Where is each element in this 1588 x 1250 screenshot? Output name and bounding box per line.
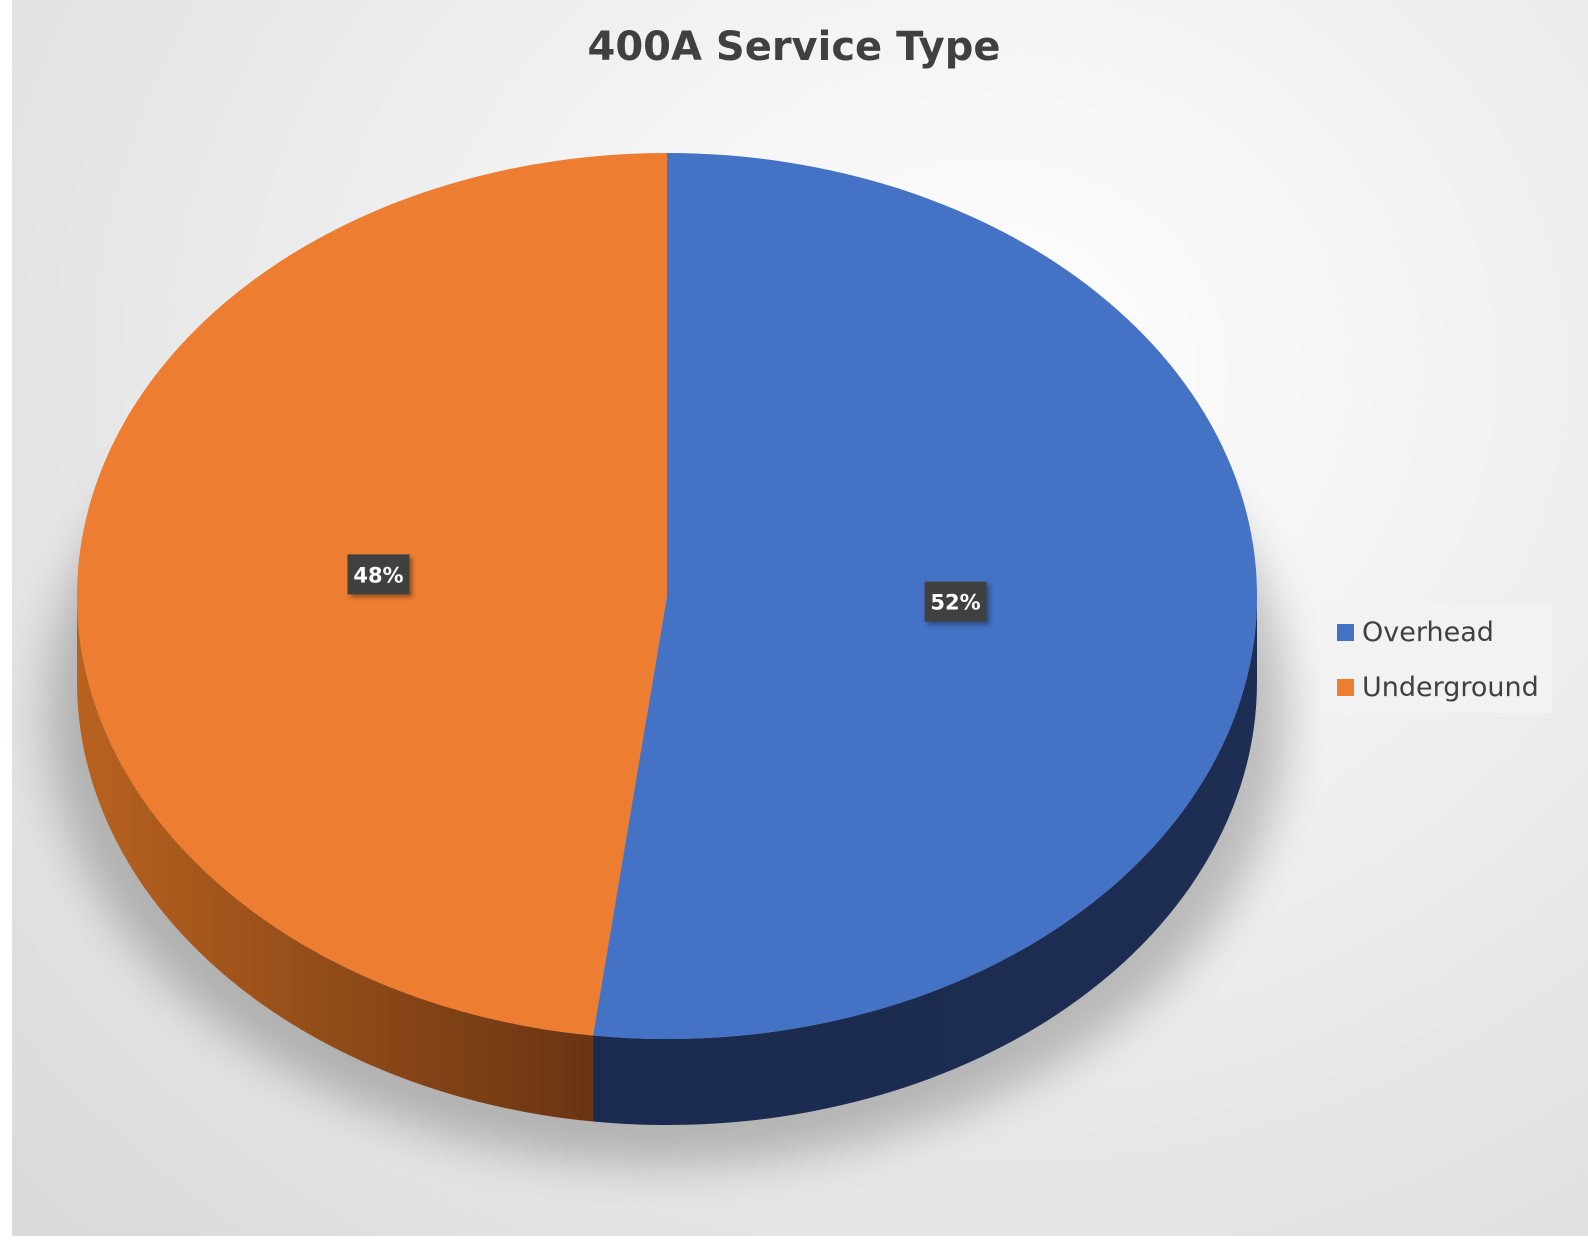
data-label-text: 48% — [353, 563, 403, 587]
legend: Overhead Underground — [1321, 605, 1552, 713]
legend-label: Overhead — [1362, 616, 1494, 648]
legend-item-underground: Underground — [1337, 671, 1539, 703]
chart-title: 400A Service Type — [587, 24, 1001, 70]
pie-tops — [76, 153, 1257, 1039]
data-label-underground: 48% — [347, 554, 410, 595]
pie-side-underground — [77, 596, 594, 1122]
data-label-box — [347, 554, 410, 595]
legend-item-overhead: Overhead — [1337, 616, 1494, 648]
pie-sides — [77, 596, 1257, 1125]
legend-swatch — [1337, 623, 1354, 641]
legend-swatch — [1337, 678, 1354, 696]
pie-side-overhead — [593, 596, 1257, 1125]
data-label-overhead: 52% — [924, 581, 987, 622]
pie-labels: 52% 48% — [347, 554, 987, 622]
data-label-box — [924, 581, 987, 622]
legend-label: Underground — [1362, 671, 1539, 703]
data-label-text: 52% — [930, 591, 980, 615]
